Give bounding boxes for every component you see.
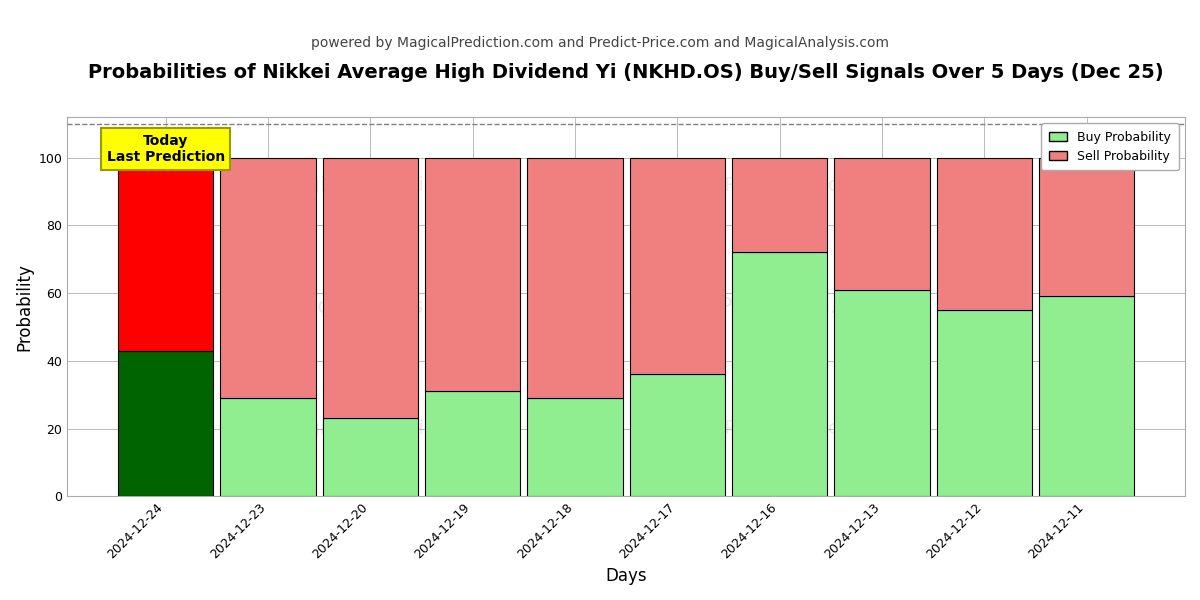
Bar	[528, 158, 623, 398]
Bar	[937, 158, 1032, 310]
Text: MagicalAnalysis.com: MagicalAnalysis.com	[278, 176, 481, 194]
Title: Probabilities of Nikkei Average High Dividend Yi (NKHD.OS) Buy/Sell Signals Over: Probabilities of Nikkei Average High Div…	[89, 63, 1164, 82]
Bar	[221, 398, 316, 496]
Bar	[834, 290, 930, 496]
Bar	[528, 398, 623, 496]
Bar	[323, 158, 418, 418]
Bar	[630, 158, 725, 374]
Text: MagicalPrediction.com: MagicalPrediction.com	[635, 296, 886, 317]
Bar	[732, 158, 827, 253]
Text: MagicalAnalysis.com: MagicalAnalysis.com	[264, 296, 496, 317]
Text: MagicalPrediction.com: MagicalPrediction.com	[650, 419, 870, 437]
X-axis label: Days: Days	[605, 567, 647, 585]
Text: MagicalAnalysis.com: MagicalAnalysis.com	[278, 419, 481, 437]
Bar	[118, 350, 214, 496]
Bar	[834, 158, 930, 290]
Bar	[323, 418, 418, 496]
Text: powered by MagicalPrediction.com and Predict-Price.com and MagicalAnalysis.com: powered by MagicalPrediction.com and Pre…	[311, 36, 889, 50]
Bar	[1039, 158, 1134, 296]
Text: Today
Last Prediction: Today Last Prediction	[107, 134, 224, 164]
Bar	[425, 158, 521, 391]
Bar	[630, 374, 725, 496]
Text: MagicalPrediction.com: MagicalPrediction.com	[650, 176, 870, 194]
Bar	[1039, 296, 1134, 496]
Y-axis label: Probability: Probability	[14, 263, 34, 350]
Bar	[425, 391, 521, 496]
Bar	[118, 158, 214, 350]
Bar	[221, 158, 316, 398]
Bar	[937, 310, 1032, 496]
Legend: Buy Probability, Sell Probability: Buy Probability, Sell Probability	[1042, 123, 1178, 170]
Bar	[732, 253, 827, 496]
